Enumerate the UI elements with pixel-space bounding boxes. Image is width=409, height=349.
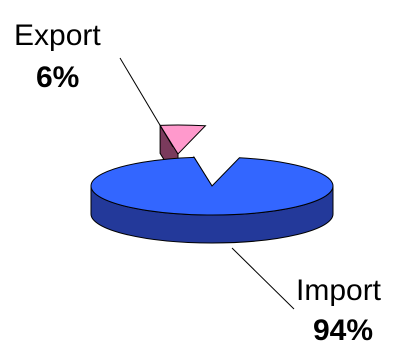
labels-layer: Export 6% Import 94% <box>14 19 382 347</box>
export-percent: 6% <box>36 61 79 94</box>
slice-top <box>90 156 334 216</box>
export-leader-line <box>119 57 174 148</box>
import-slice <box>90 155 334 244</box>
export-label: Export <box>14 19 101 52</box>
import-label: Import <box>296 274 382 307</box>
import-percent: 94% <box>313 314 373 347</box>
import-leader-line <box>231 247 295 310</box>
slices-layer <box>90 123 334 244</box>
